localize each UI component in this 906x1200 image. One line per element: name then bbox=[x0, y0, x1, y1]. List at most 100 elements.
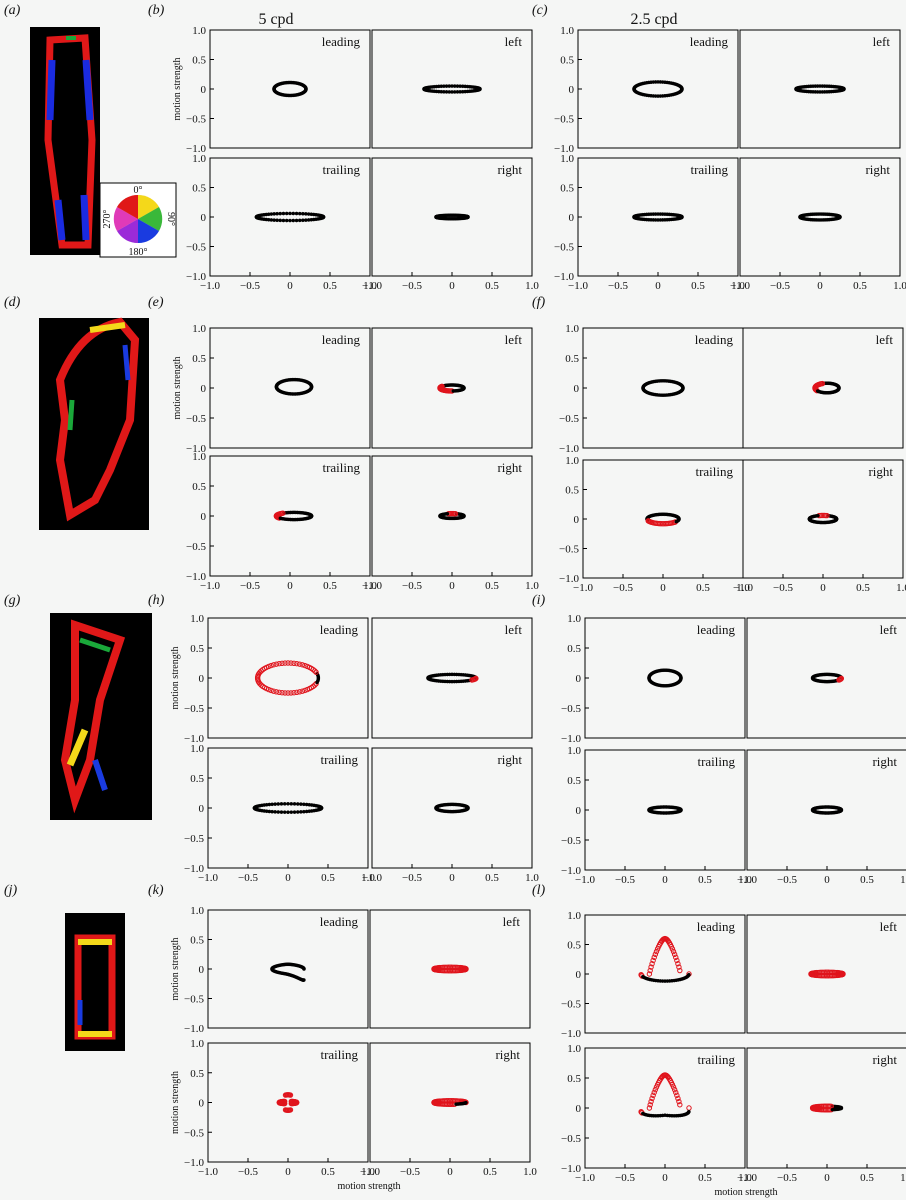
x-tick-label: 1.0 bbox=[893, 280, 906, 292]
data-point-red bbox=[651, 1089, 657, 1096]
data-point-red bbox=[312, 682, 318, 688]
x-tick-label: −0.5 bbox=[777, 1172, 797, 1184]
data-point-red bbox=[302, 662, 308, 669]
x-tick-label: 0.5 bbox=[860, 1172, 874, 1184]
panel-label-l: (l) bbox=[532, 883, 546, 898]
x-tick-label: 1.0 bbox=[361, 1166, 375, 1178]
subplot-trailing: 1.0 0.5 0 −0.5 −1.0−1.0 −0.5 0 0.5 1.0 trailing bbox=[184, 1038, 375, 1178]
y-tick-label: 0.5 bbox=[192, 481, 206, 493]
subplot-title: leading bbox=[695, 332, 734, 347]
y-tick-label: 0.5 bbox=[567, 1073, 581, 1085]
subplot-right: −1.0 −0.5 0 0.5 1.0 right bbox=[737, 749, 906, 886]
subplot-frame bbox=[746, 617, 906, 739]
subplot-right: −1.0 −0.5 0 0.5 1.0 right bbox=[737, 1047, 906, 1184]
subplot-frame bbox=[371, 327, 533, 449]
y-tick-label: 0.5 bbox=[567, 940, 581, 952]
data-point bbox=[304, 87, 308, 92]
data-point-red bbox=[647, 1102, 653, 1108]
data-point-red bbox=[653, 948, 660, 955]
y-tick-label: −1.0 bbox=[186, 443, 206, 455]
data-point bbox=[292, 802, 297, 806]
panel-label-e: (e) bbox=[148, 295, 164, 310]
subplot-right: −1.0 −0.5 0 0.5 1.0 right bbox=[733, 459, 906, 594]
data-point bbox=[284, 211, 289, 216]
data-point bbox=[279, 802, 284, 806]
y-tick-label: 1.0 bbox=[560, 25, 574, 37]
data-point bbox=[286, 802, 290, 806]
subplot-title: leading bbox=[697, 622, 736, 637]
subplot-frame bbox=[371, 617, 533, 739]
y-tick-label: 0.5 bbox=[565, 485, 579, 497]
data-point bbox=[677, 517, 681, 522]
data-point-red bbox=[840, 971, 846, 977]
subplot-trailing: 1.0 0.5 0 −0.5 −1.0−1.0 −0.5 0 0.5 1.0 trailing bbox=[186, 153, 377, 292]
subplot-title: right bbox=[868, 464, 893, 479]
subplot-title: left bbox=[505, 622, 523, 637]
data-point bbox=[289, 802, 294, 806]
subplot-title: left bbox=[503, 914, 521, 929]
x-tick-label: −1.0 bbox=[730, 280, 750, 292]
y-tick-label: 0.5 bbox=[560, 183, 574, 195]
x-tick-label: 1.0 bbox=[363, 580, 377, 592]
x-tick-label: 1.0 bbox=[363, 280, 377, 292]
microscopy-image-d bbox=[39, 317, 149, 530]
y-tick-label: 0 bbox=[199, 803, 205, 815]
data-point bbox=[276, 802, 281, 806]
y-tick-label: −0.5 bbox=[184, 833, 204, 845]
subplot-title: right bbox=[872, 754, 897, 769]
y-tick-label: 0 bbox=[199, 673, 205, 685]
wheel-label-180: 180° bbox=[129, 247, 148, 258]
x-tick-label: −1.0 bbox=[360, 1166, 380, 1178]
subplot-right: −1.0 −0.5 0 0.5 1.0 right bbox=[362, 747, 539, 884]
subplot-title: left bbox=[873, 34, 891, 49]
y-tick-label: 1.0 bbox=[567, 745, 581, 757]
x-axis-label: motion strength bbox=[714, 1187, 777, 1198]
y-tick-label: 0.5 bbox=[192, 55, 206, 67]
x-tick-label: 1.0 bbox=[523, 1166, 537, 1178]
y-tick-label: 0.5 bbox=[560, 55, 574, 67]
data-point-red bbox=[302, 687, 308, 694]
data-point bbox=[679, 676, 683, 681]
y-tick-label: 0.5 bbox=[192, 183, 206, 195]
data-point-red bbox=[279, 660, 285, 666]
x-tick-label: 0 bbox=[824, 1172, 830, 1184]
data-point bbox=[278, 211, 283, 216]
y-tick-label: 0 bbox=[201, 84, 207, 96]
data-point bbox=[319, 806, 324, 811]
column-heading-5cpd: 5 cpd bbox=[258, 11, 293, 28]
y-tick-label: 1.0 bbox=[192, 25, 206, 37]
data-point bbox=[301, 218, 305, 223]
x-tick-label: 0 bbox=[285, 872, 291, 884]
subplot-trailing: 1.0 0.5 0 −0.5 −1.0−1.0 −0.5 0 0.5 1.0 trailing bbox=[186, 451, 377, 592]
data-point-red bbox=[674, 957, 680, 964]
data-point-red bbox=[648, 1098, 654, 1105]
data-point-red bbox=[291, 660, 297, 666]
data-point bbox=[297, 218, 302, 223]
subplot-left: left bbox=[746, 914, 906, 1034]
panel-label-h: (h) bbox=[148, 593, 165, 608]
data-point bbox=[681, 386, 685, 391]
x-tick-label: 0.5 bbox=[691, 280, 705, 292]
x-tick-label: 0 bbox=[287, 280, 293, 292]
data-point-red bbox=[675, 961, 681, 967]
microscopy-image-g bbox=[50, 613, 152, 820]
x-tick-label: −1.0 bbox=[362, 872, 382, 884]
y-tick-label: 0 bbox=[576, 673, 582, 685]
subplot-right: −1.0 −0.5 0 0.5 1.0 right bbox=[362, 455, 539, 592]
subplot-right: −1.0 −0.5 0 0.5 1.0 right bbox=[360, 1042, 537, 1178]
x-tick-label: 1.0 bbox=[731, 280, 745, 292]
subplot-title: trailing bbox=[697, 1052, 735, 1067]
y-tick-label: 1.0 bbox=[192, 323, 206, 335]
data-point bbox=[321, 215, 326, 220]
data-point bbox=[301, 211, 305, 216]
panel-label-f: (f) bbox=[532, 295, 546, 310]
data-point-red bbox=[653, 1084, 660, 1090]
data-point bbox=[299, 802, 303, 806]
x-tick-label: −0.5 bbox=[770, 280, 790, 292]
y-tick-label: 0.5 bbox=[567, 643, 581, 655]
data-point bbox=[282, 810, 287, 814]
data-point bbox=[304, 212, 308, 216]
data-point bbox=[281, 218, 286, 223]
data-point bbox=[302, 802, 306, 807]
